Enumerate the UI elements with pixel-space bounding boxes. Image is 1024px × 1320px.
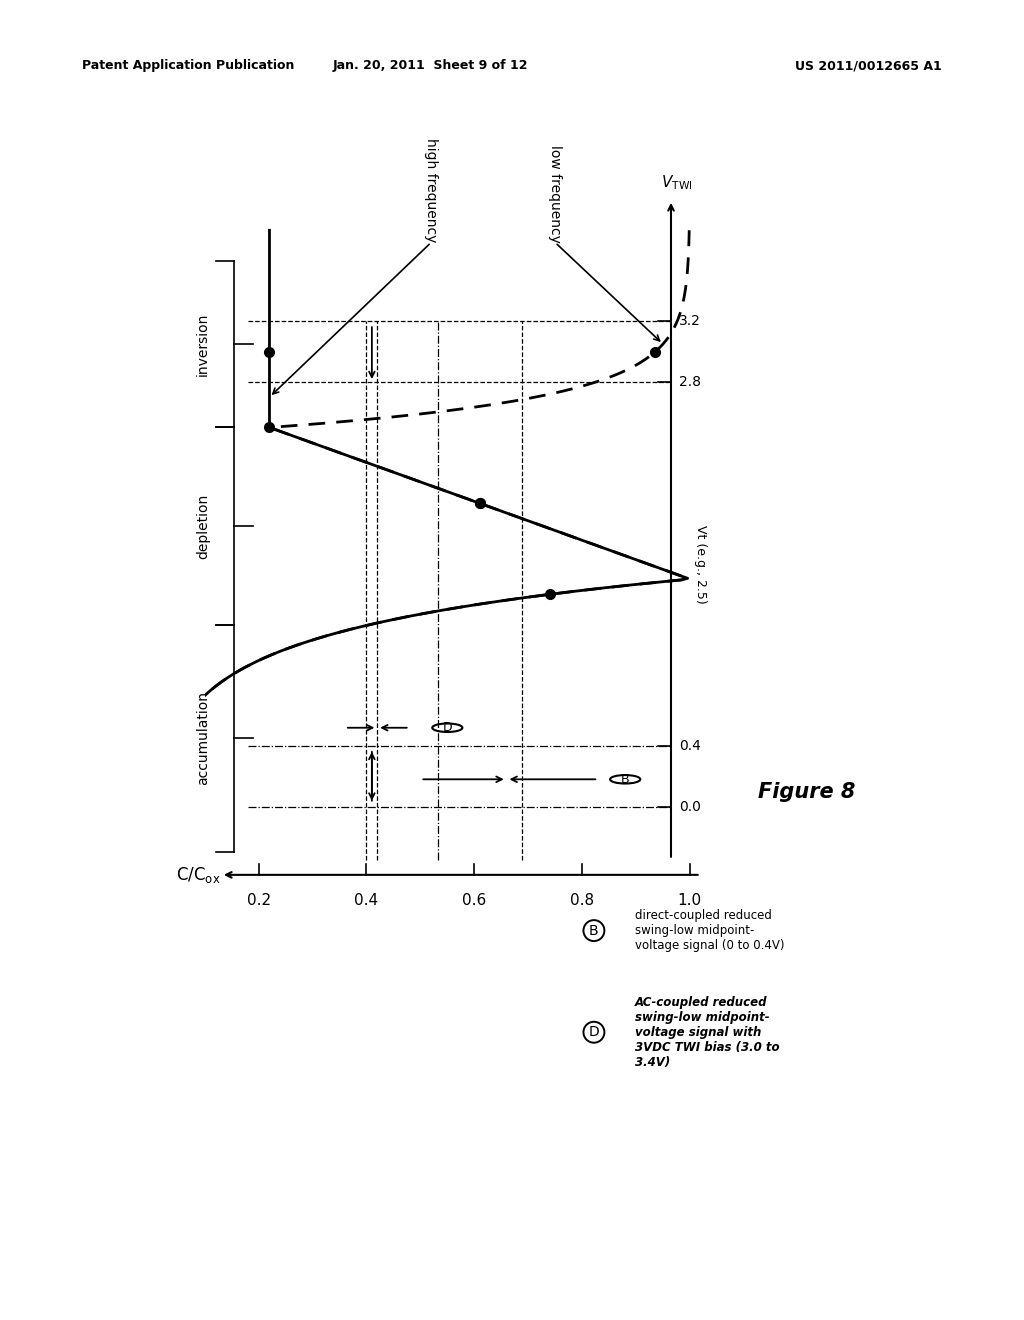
Text: Figure 8: Figure 8: [758, 781, 855, 803]
Text: 1.0: 1.0: [678, 894, 701, 908]
Text: 0.6: 0.6: [462, 894, 486, 908]
Text: C/C$_{\rm ox}$: C/C$_{\rm ox}$: [176, 865, 221, 884]
Text: B: B: [621, 772, 630, 785]
Text: high frequency: high frequency: [424, 139, 438, 243]
Text: direct-coupled reduced
swing-low midpoint-
voltage signal (0 to 0.4V): direct-coupled reduced swing-low midpoin…: [635, 909, 784, 952]
Text: Patent Application Publication: Patent Application Publication: [82, 59, 294, 73]
Text: 0.4: 0.4: [679, 739, 701, 752]
Text: Jan. 20, 2011  Sheet 9 of 12: Jan. 20, 2011 Sheet 9 of 12: [333, 59, 527, 73]
Text: 0.2: 0.2: [247, 894, 270, 908]
Text: low frequency: low frequency: [548, 145, 562, 243]
Text: AC-coupled reduced
swing-low midpoint-
voltage signal with
3VDC TWI bias (3.0 to: AC-coupled reduced swing-low midpoint- v…: [635, 995, 779, 1069]
Text: US 2011/0012665 A1: US 2011/0012665 A1: [796, 59, 942, 73]
Text: 0.4: 0.4: [354, 894, 379, 908]
Text: D: D: [442, 721, 453, 734]
Text: Vt (e.g., 2.5): Vt (e.g., 2.5): [694, 524, 708, 603]
Text: B: B: [589, 924, 599, 937]
Text: inversion: inversion: [197, 313, 210, 376]
Text: 2.8: 2.8: [679, 375, 701, 389]
Text: V$_{\rm TWI}$: V$_{\rm TWI}$: [660, 174, 692, 193]
Text: accumulation: accumulation: [197, 692, 210, 785]
Text: 0.0: 0.0: [679, 800, 701, 813]
Text: 0.8: 0.8: [570, 894, 594, 908]
Text: 3.2: 3.2: [679, 314, 701, 329]
Text: depletion: depletion: [197, 494, 210, 558]
Text: D: D: [589, 1026, 599, 1039]
